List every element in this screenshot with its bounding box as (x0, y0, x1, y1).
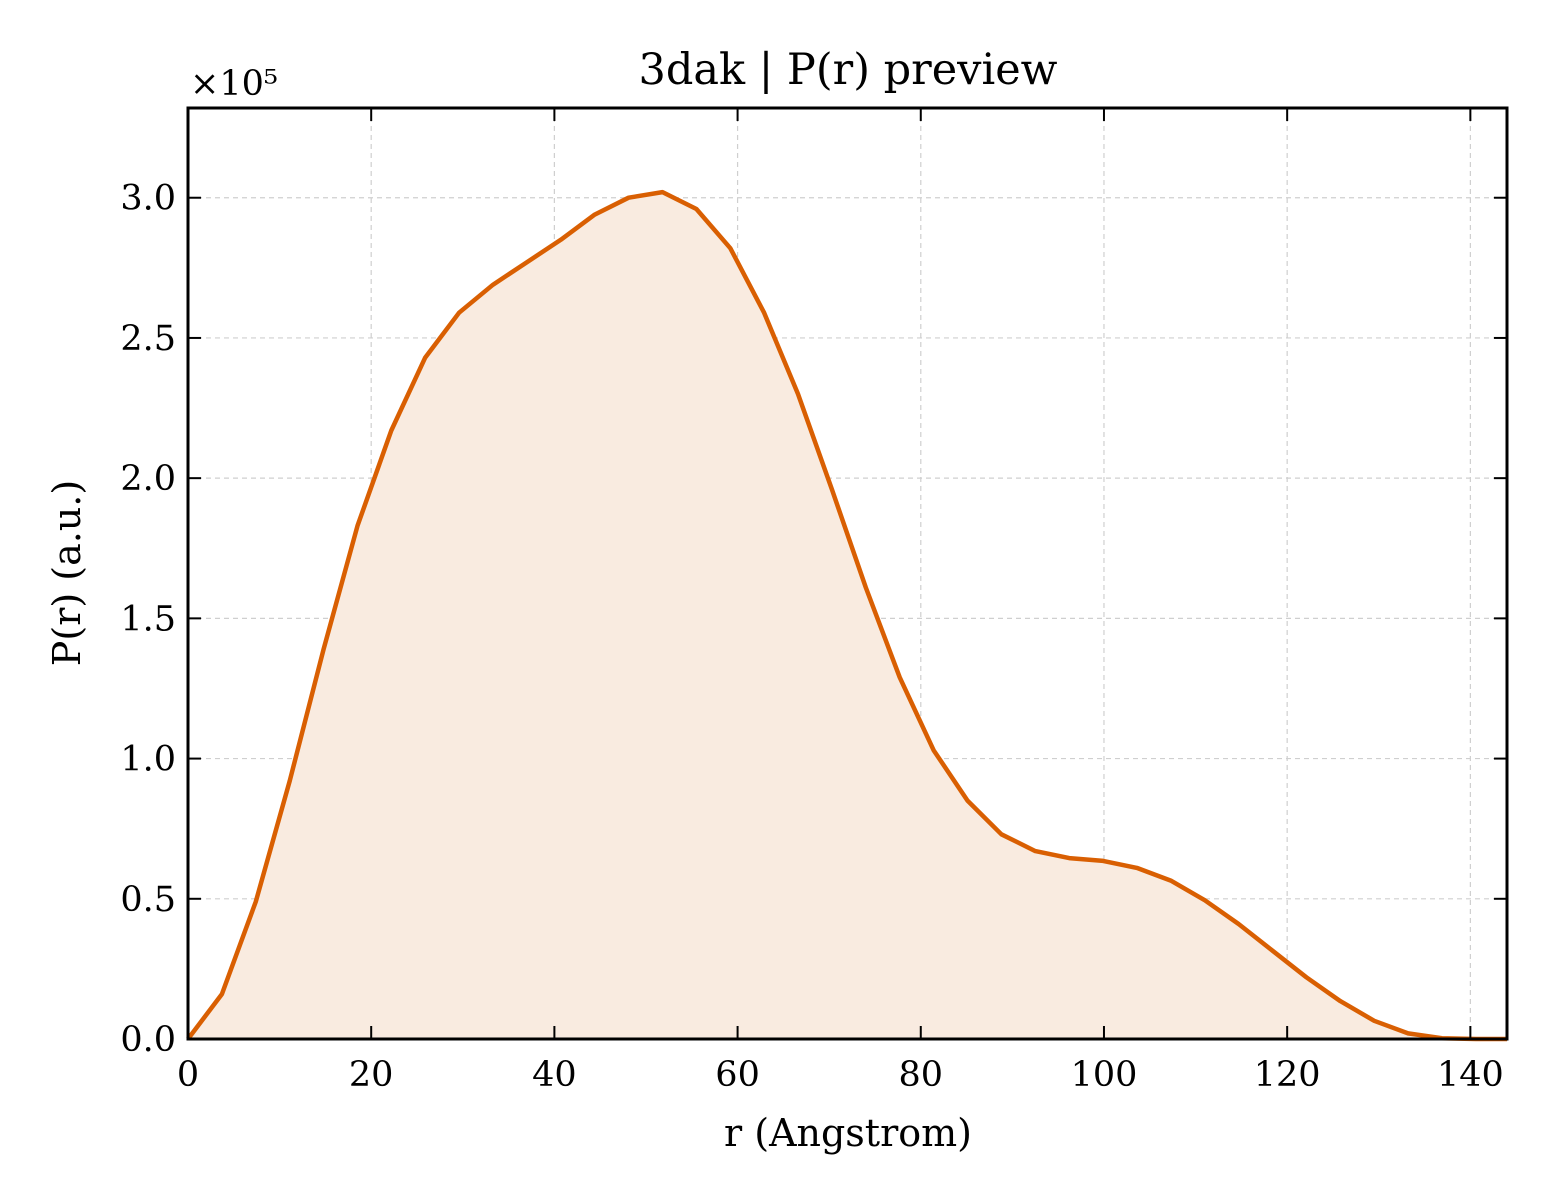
data-point (288, 779, 292, 783)
data-point (1203, 898, 1207, 902)
data-point (1338, 999, 1342, 1003)
data-point (1033, 849, 1037, 853)
x-tick-label: 80 (899, 1055, 944, 1095)
data-point (965, 798, 969, 802)
data-point (898, 675, 902, 679)
x-axis-label: r (Angstrom) (724, 1111, 972, 1155)
data-point (762, 311, 766, 315)
y-tick-label: 2.5 (120, 319, 176, 359)
y-tick-label: 1.0 (120, 740, 176, 780)
y-tick-label: 1.5 (120, 599, 176, 639)
data-point (830, 487, 834, 491)
x-tick-label: 0 (177, 1055, 199, 1095)
data-point (1304, 975, 1308, 979)
data-point (626, 196, 630, 200)
y-tick-label: 0.0 (120, 1020, 176, 1060)
x-tick-label: 100 (1071, 1055, 1138, 1095)
x-tick-label: 120 (1254, 1055, 1321, 1095)
data-point (1270, 949, 1274, 953)
data-point (660, 190, 664, 194)
y-tick-label: 3.0 (120, 179, 176, 219)
data-point (491, 283, 495, 287)
data-point (525, 260, 529, 264)
chart-title: 3dak | P(r) preview (639, 45, 1058, 95)
data-point (423, 355, 427, 359)
data-point (1372, 1019, 1376, 1023)
data-point (931, 748, 935, 752)
data-point (559, 238, 563, 242)
data-point (457, 311, 461, 315)
series-area-fill (188, 192, 1507, 1040)
x-tick-label: 20 (349, 1055, 394, 1095)
data-point (694, 207, 698, 211)
data-point (254, 899, 258, 903)
y-tick-label: 2.0 (120, 459, 176, 499)
x-tick-label: 140 (1437, 1055, 1504, 1095)
data-point (593, 212, 597, 216)
data-point (389, 428, 393, 432)
data-point (1135, 866, 1139, 870)
y-axis-ticks: 0.0 0.5 1.0 1.5 2.0 2.5 3.0 (120, 179, 1507, 1060)
data-point (1236, 922, 1240, 926)
data-point (728, 246, 732, 250)
data-point (355, 524, 359, 528)
x-tick-label: 60 (715, 1055, 760, 1095)
data-point (1169, 878, 1173, 882)
plot-frame (186, 106, 1509, 1041)
y-tick-label: 0.5 (120, 880, 176, 920)
data-point (796, 392, 800, 396)
data-point (321, 647, 325, 651)
x-axis-ticks: 0 20 40 60 80 100 120 140 (177, 108, 1504, 1095)
data-point (1101, 859, 1105, 863)
y-axis-label: P(r) (a.u.) (45, 480, 89, 666)
x-tick-label: 40 (532, 1055, 577, 1095)
series-line (186, 189, 1507, 1042)
data-point (864, 585, 868, 589)
data-point (999, 832, 1003, 836)
data-point (220, 992, 224, 996)
data-point (1406, 1031, 1410, 1035)
data-point (1067, 856, 1071, 860)
y-axis-offset-label: ×10⁵ (190, 64, 278, 104)
